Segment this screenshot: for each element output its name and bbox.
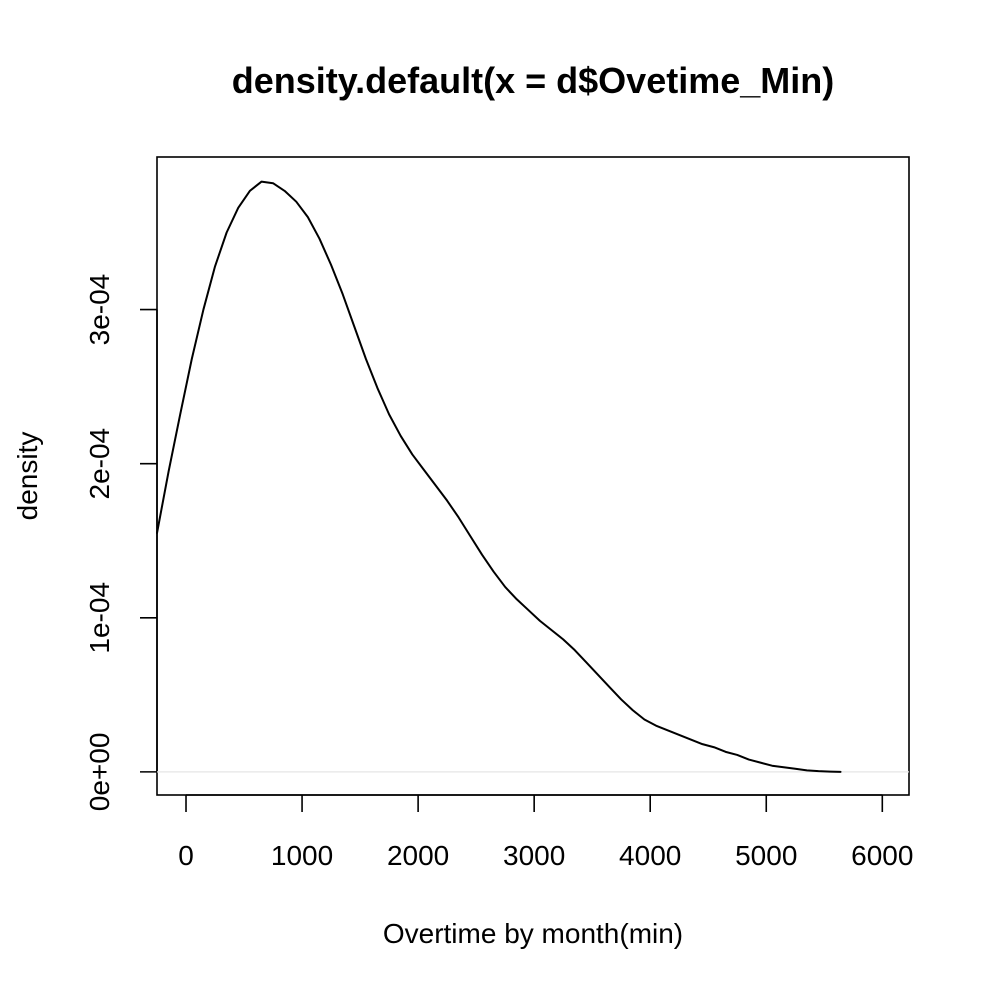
- y-tick-label: 0e+00: [84, 733, 115, 812]
- x-axis: 0 1000 2000 3000 4000 5000 6000: [178, 794, 913, 871]
- x-tick-label: 5000: [735, 840, 797, 871]
- y-tick-label: 2e-04: [84, 428, 115, 500]
- x-axis-label: Overtime by month(min): [383, 918, 683, 949]
- density-curve: [156, 180, 842, 773]
- y-tick-label: 1e-04: [84, 582, 115, 654]
- x-tick-label: 3000: [503, 840, 565, 871]
- x-tick-label: 6000: [851, 840, 913, 871]
- x-tick-label: 1000: [271, 840, 333, 871]
- x-tick-label: 4000: [619, 840, 681, 871]
- x-tick-label: 2000: [387, 840, 449, 871]
- plot-frame: [156, 156, 910, 796]
- x-tick-label: 0: [178, 840, 194, 871]
- y-axis-label: density: [12, 432, 43, 521]
- y-tick-label: 3e-04: [84, 274, 115, 346]
- y-axis: 0e+00 1e-04 2e-04 3e-04: [84, 274, 158, 812]
- chart-title: density.default(x = d$Ovetime_Min): [232, 60, 834, 101]
